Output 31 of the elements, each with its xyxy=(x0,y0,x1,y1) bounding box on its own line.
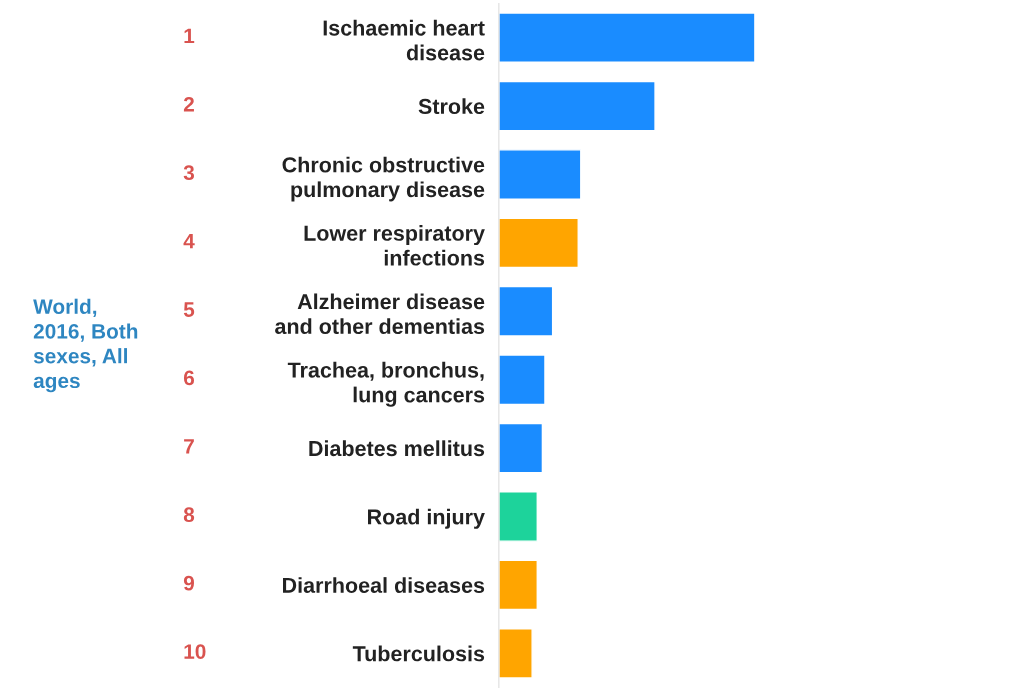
bar xyxy=(498,491,538,542)
text: 5 xyxy=(183,302,195,317)
bar xyxy=(498,354,546,406)
text: 8 xyxy=(183,507,195,523)
bar xyxy=(498,12,756,63)
y-tick-label: Ischaemic heart disease xyxy=(323,19,485,61)
text: 6 xyxy=(183,370,195,386)
y-tick-label: Alzheimer disease and other dementias xyxy=(275,293,485,335)
bar xyxy=(498,285,554,337)
y-tick-label: Chronic obstructive pulmonary disease xyxy=(282,156,485,202)
bar xyxy=(498,559,538,611)
text: 3 xyxy=(183,165,195,181)
y-tick-label: Diabetes mellitus xyxy=(309,440,485,457)
text: 9 xyxy=(183,575,195,591)
bar xyxy=(498,217,579,269)
text: 1 xyxy=(184,28,195,44)
y-tick-label: Trachea, bronchus, lung cancers xyxy=(287,361,485,407)
y-tick-label: Stroke xyxy=(418,98,485,115)
y-tick-label: Lower respiratory infections xyxy=(304,225,485,266)
bar xyxy=(498,149,582,200)
text: World, 2016, Both sexes, All ages xyxy=(33,298,138,393)
text: 7 xyxy=(184,439,194,454)
y-tick-label: Tuberculosis xyxy=(352,645,485,662)
text: 10 xyxy=(184,644,206,659)
y-tick-label: Road injury xyxy=(368,508,485,529)
text: 2 xyxy=(183,96,194,112)
bar xyxy=(498,422,544,474)
y-tick-label: Diarrhoeal diseases xyxy=(283,577,485,593)
bar xyxy=(498,80,656,132)
bar xyxy=(498,628,533,679)
text: 4 xyxy=(183,233,195,249)
